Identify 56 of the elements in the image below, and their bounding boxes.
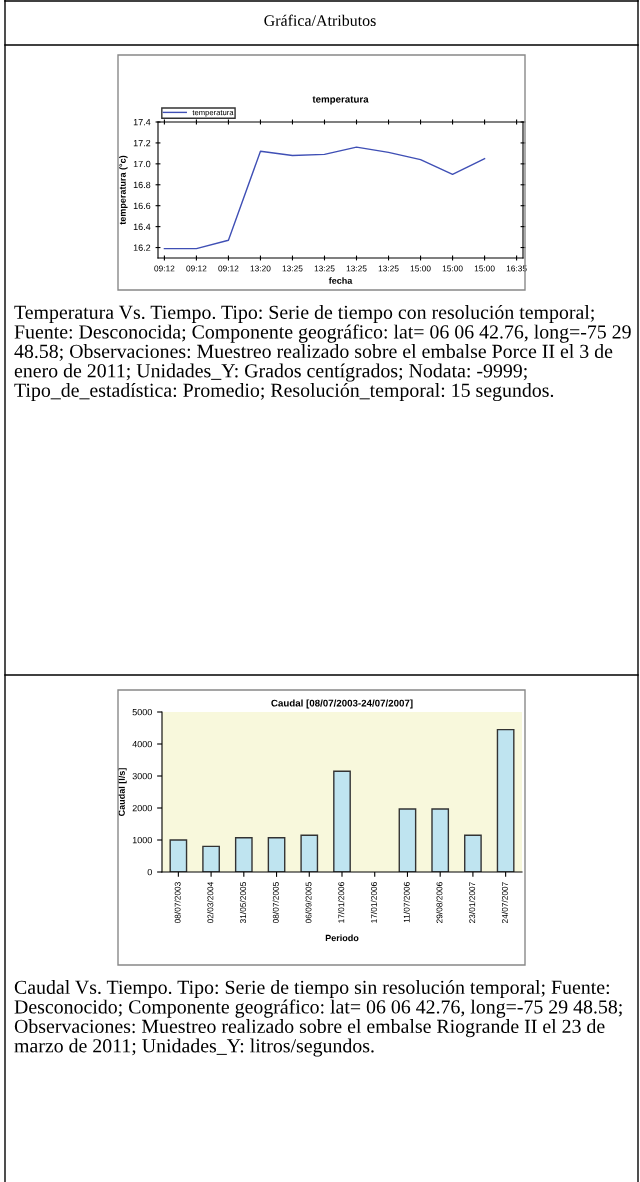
- bar: [234, 837, 253, 872]
- x-tick-label: 16:35: [506, 265, 527, 272]
- x-tick-label: 08/07/2005: [272, 882, 279, 924]
- bar: [169, 839, 188, 872]
- y-tick-label: 17.0: [133, 160, 151, 168]
- bar: [333, 770, 351, 872]
- x-tick-label: 13:25: [282, 265, 303, 272]
- line-series: [163, 146, 486, 250]
- bar: [300, 834, 319, 872]
- x-tick-label: 17/01/2006: [370, 882, 377, 923]
- x-tick-label: 09:12: [186, 265, 207, 272]
- x-tick-label: 06/09/2005: [305, 882, 312, 924]
- x-tick-label: 11/07/2006: [403, 882, 410, 923]
- y-tick-label: 4000: [132, 740, 152, 748]
- y-axis-title: Caudal [l/s]: [118, 768, 127, 816]
- x-tick-label: 31/05/2005: [239, 882, 247, 924]
- x-tick-label: 08/07/2003: [174, 882, 181, 924]
- x-tick-label: 23/01/2007: [469, 882, 476, 924]
- x-tick-label: 13:25: [378, 265, 399, 272]
- x-tick-label: 09:12: [218, 265, 239, 272]
- bar: [398, 808, 417, 872]
- bar: [496, 728, 515, 872]
- y-tick-label: 1000: [132, 836, 152, 844]
- x-axis-title: fecha: [328, 277, 353, 284]
- y-tick-label: 16.2: [133, 244, 151, 251]
- x-tick-label: 15:00: [442, 265, 463, 272]
- x-tick-label: 29/08/2006: [436, 882, 443, 924]
- x-tick-label: 15:00: [410, 265, 431, 272]
- y-tick-label: 16.8: [133, 181, 151, 189]
- chart-title: temperatura: [312, 96, 369, 105]
- y-tick-label: 17.2: [133, 139, 151, 147]
- y-tick-label: 17.4: [133, 119, 151, 126]
- y-tick-label: 0: [147, 868, 152, 876]
- text: Temperatura Vs. Tiempo. Tipo: Serie de tiempo con resolución temporal; Fuente: Desconocida; Componente geográfico: lat= 06 06 42.76, long=-75 29 48.58; Observaciones: Muestreo realizado sobre el embalse Porce II el 3 de enero de 2011; Unidades_Y: Grados centígrados; Nodata: -9999; Tipo_de_estadística: Promedio; Resolución_temporal: 15 segundos.: [14, 305, 631, 402]
- y-tick-label: 2000: [132, 804, 152, 812]
- chart-title: Caudal [08/07/2003-24/07/2007]: [271, 699, 413, 709]
- text: Caudal Vs. Tiempo. Tipo: Serie de tiempo sin resolución temporal; Fuente: Desconocido; Componente geográfico: lat= 06 06 42.76, long=-75 29 48.58; Observaciones: Muestreo realizado sobre el embalse Riogrande II el 23 de marzo de 2011; Unidades_Y: litros/segundos.: [14, 980, 622, 1057]
- y-tick-label: 5000: [132, 708, 152, 716]
- x-tick-label: 13:25: [346, 265, 367, 272]
- x-axis-title: Periodo: [325, 934, 359, 942]
- bar: [267, 837, 286, 872]
- y-tick-label: 16.4: [133, 223, 151, 230]
- x-tick-label: 15:00: [474, 265, 495, 272]
- bar: [464, 834, 482, 872]
- x-tick-label: 13:20: [250, 265, 271, 272]
- y-tick-label: 3000: [132, 772, 152, 780]
- x-tick-label: 17/01/2006: [338, 882, 345, 923]
- x-tick-label: 13:25: [314, 265, 335, 272]
- y-axis-title: temperatura (°c): [119, 155, 128, 225]
- x-tick-label: 02/03/2004: [207, 881, 214, 924]
- bar: [431, 808, 450, 872]
- x-tick-label: 24/07/2007: [501, 882, 508, 924]
- bar: [202, 845, 220, 872]
- x-tick-label: 09:12: [154, 265, 175, 272]
- y-tick-label: 16.6: [133, 202, 151, 210]
- text: Gráfica/Atributos: [264, 14, 376, 26]
